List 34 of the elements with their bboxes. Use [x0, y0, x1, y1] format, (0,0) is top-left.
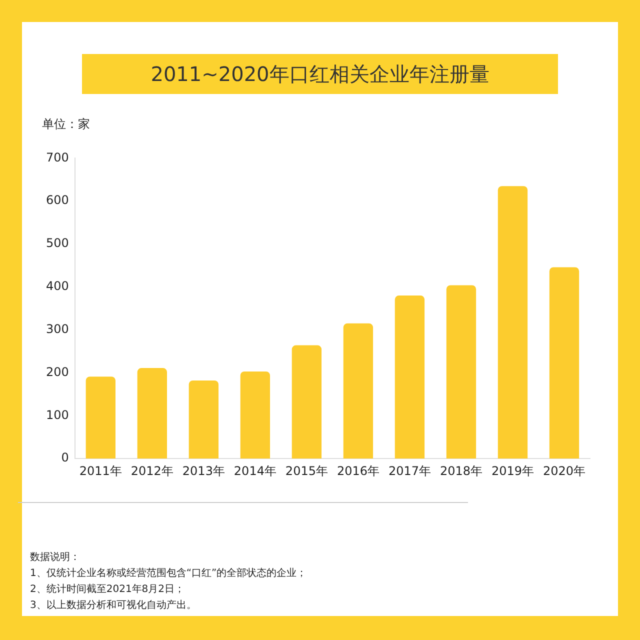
x-tick-label: 2011年	[79, 464, 122, 478]
y-tick-label: 300	[46, 322, 69, 336]
bar	[394, 296, 425, 459]
y-tick-label: 500	[46, 236, 69, 250]
x-tick-label: 2020年	[542, 464, 586, 478]
chart-title: 2011~2020年口红相关企业年注册量	[82, 54, 558, 94]
bar	[240, 371, 270, 459]
bar	[549, 267, 580, 459]
bar	[188, 380, 219, 459]
x-tick-label: 2014年	[234, 464, 276, 478]
x-tick-label: 2018年	[440, 464, 482, 478]
text: 3、以上数据分析和可视化自动产出。	[30, 598, 198, 613]
y-tick-label: 700	[46, 150, 69, 164]
y-tick-label: 0	[61, 450, 69, 465]
bar	[292, 345, 322, 459]
y-tick-label: 100	[46, 408, 69, 422]
text: 1、仅统计企业名称或经营范围包含“口红”的全部状态的企业；	[30, 566, 307, 581]
bar	[446, 285, 476, 459]
bar	[498, 186, 528, 459]
x-tick-label: 2017年	[388, 464, 431, 478]
bar	[86, 376, 116, 459]
text: 2、统计时间截至2021年8月2日；	[30, 582, 186, 597]
text: 数据说明：	[30, 551, 81, 565]
y-tick-label: 200	[46, 364, 69, 379]
x-tick-label: 2015年	[285, 464, 328, 478]
y-tick-label: 600	[46, 193, 69, 208]
x-tick-label: 2012年	[130, 464, 174, 478]
y-axis-title: 单位：家	[42, 116, 90, 133]
x-tick-label: 2013年	[182, 464, 225, 478]
x-tick-label: 2016年	[336, 464, 380, 478]
x-tick-label: 2019年	[491, 464, 534, 478]
bar	[343, 323, 374, 459]
y-tick-label: 400	[46, 279, 69, 294]
bar	[137, 368, 168, 459]
